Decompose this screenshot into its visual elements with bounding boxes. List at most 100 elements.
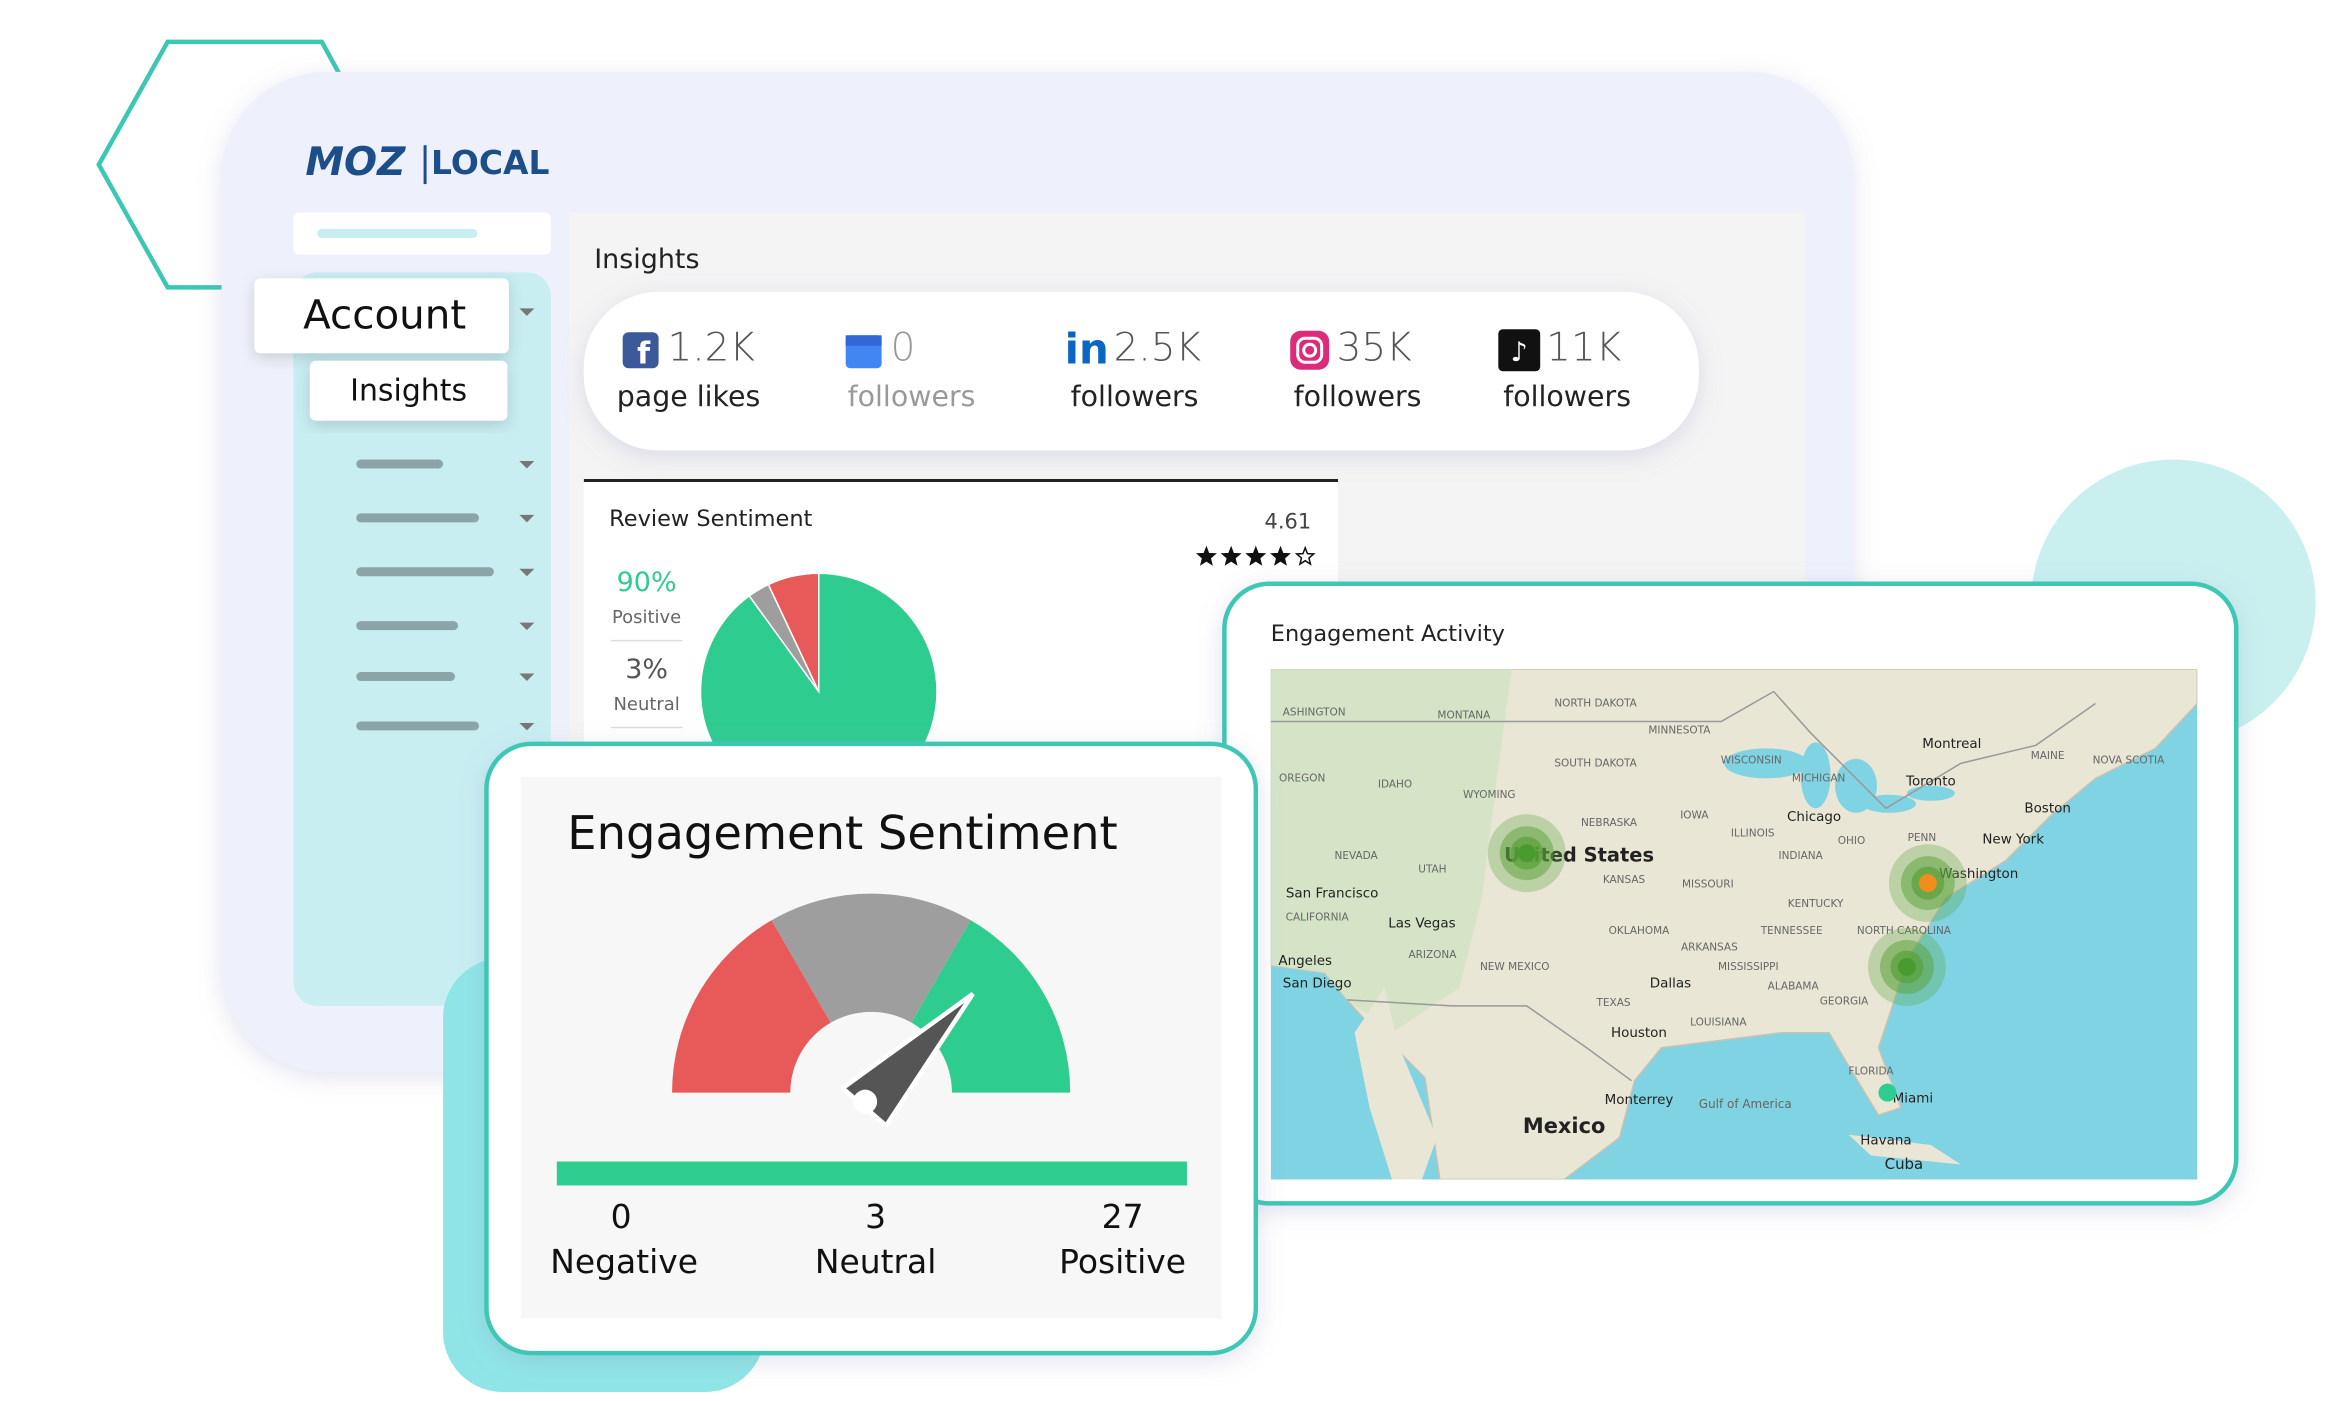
nav-placeholder: [356, 721, 479, 731]
instagram-lens: [1296, 336, 1324, 364]
stat-icon: f: [622, 332, 659, 371]
rating: 4.61: [1265, 509, 1312, 533]
nav-placeholder: [356, 621, 459, 631]
map-label: ASHINGTON: [1283, 706, 1346, 718]
map-label: OHIO: [1838, 835, 1865, 847]
map-label: New York: [1982, 832, 2044, 848]
map-label: ARIZONA: [1408, 949, 1457, 961]
insights-label: Insights: [350, 374, 467, 409]
map-label: NOVA SCOTIA: [2093, 754, 2166, 766]
map-label: ILLINOIS: [1731, 828, 1775, 840]
map-label: Gulf of America: [1699, 1097, 1792, 1111]
insights-button: [309, 360, 508, 421]
stat-value: 1.2K: [668, 326, 756, 371]
map-label: NORTH CAROLINA: [1857, 925, 1952, 937]
stat-value: 35K: [1337, 326, 1413, 371]
stat-label: followers: [1503, 380, 1631, 413]
caret: [519, 461, 535, 469]
mexico-coast: [1354, 987, 1437, 1180]
legend-value: 90%: [617, 567, 677, 598]
map-label: WYOMING: [1463, 789, 1515, 801]
map-label: FLORIDA: [1848, 1066, 1894, 1078]
map-label: NORTH DAKOTA: [1554, 697, 1637, 709]
logo: MOZ: [305, 140, 406, 185]
nav-placeholder: [356, 567, 494, 577]
map-label: IDAHO: [1378, 778, 1412, 790]
star: [1270, 545, 1291, 566]
google-icon-top: [845, 335, 882, 346]
nav-placeholder: [356, 672, 456, 682]
map-label: Angeles: [1278, 953, 1332, 969]
map-label: GEORGIA: [1820, 995, 1869, 1007]
count-label: Negative: [550, 1242, 698, 1281]
stat-icon: ♪: [1498, 329, 1541, 372]
stat-icon: [1290, 330, 1330, 370]
border: [1270, 690, 2096, 810]
stat-icon: in: [1065, 324, 1109, 373]
map-label: Mexico: [1523, 1114, 1606, 1138]
map-label: Cuba: [1885, 1155, 1924, 1173]
sentiment-bar: [556, 1161, 1187, 1186]
map-label: Houston: [1611, 1025, 1667, 1041]
map-label: KANSAS: [1603, 874, 1646, 886]
map-label: Havana: [1860, 1133, 1911, 1149]
caret: [519, 673, 535, 682]
hotspot-core: [1918, 874, 1937, 893]
map-label: OREGON: [1279, 772, 1325, 784]
hotspot-core: [1878, 1083, 1897, 1102]
map-label: Miami: [1893, 1091, 1933, 1107]
nav-placeholder: [356, 459, 444, 469]
map-label: MICHIGAN: [1792, 772, 1846, 784]
stat-label: followers: [1071, 380, 1199, 413]
land-green: [1270, 669, 1512, 1033]
border: [1347, 999, 1632, 1082]
icon-glyph: ♪: [1511, 337, 1528, 368]
caret: [519, 308, 535, 316]
map-label: UTAH: [1418, 864, 1446, 876]
stat-label: followers: [1294, 380, 1422, 413]
map-label: NEBRASKA: [1581, 817, 1638, 829]
card-title: Engagement Activity: [1271, 621, 1505, 647]
map-label: MAINE: [2031, 750, 2065, 762]
hotspot-core: [1517, 844, 1536, 863]
stat-value: 2.5K: [1114, 326, 1202, 371]
map-label: ARKANSAS: [1681, 941, 1738, 953]
map-label: ALABAMA: [1768, 980, 1820, 992]
account-label: Account: [303, 290, 466, 338]
caret: [519, 514, 535, 523]
map-label: Monterrey: [1605, 1092, 1674, 1108]
count-label: Neutral: [815, 1242, 936, 1281]
map-label: Dallas: [1650, 975, 1691, 991]
legend-value: 3%: [625, 654, 668, 685]
stat-label: page likes: [617, 380, 761, 413]
stat-label: followers: [848, 380, 976, 413]
lake: [1906, 785, 1955, 801]
card-inner: [520, 776, 1222, 1319]
count-label: Positive: [1059, 1242, 1186, 1281]
map-label: Montreal: [1922, 736, 1981, 752]
caret: [519, 622, 535, 631]
facebook-icon: [622, 332, 659, 369]
map-label: Toronto: [1905, 773, 1956, 789]
icon-glyph: f: [637, 336, 651, 371]
linkedin-icon: in: [1065, 324, 1109, 373]
map-label: LOUISIANA: [1690, 1016, 1747, 1028]
needle-hub: [853, 1089, 878, 1114]
count-value: 0: [611, 1197, 632, 1236]
nav-placeholder: [356, 513, 479, 523]
instagram-icon: [1290, 330, 1330, 370]
cuba: [1848, 1134, 1961, 1165]
map-label: San Diego: [1283, 975, 1352, 991]
map: ASHINGTON MONTANA NORTH DAKOTA MINNESOTA ORE…: [1270, 669, 2198, 1180]
star: [1195, 545, 1217, 566]
map-label: CALIFORNIA: [1286, 912, 1350, 924]
map-label: NEVADA: [1335, 850, 1379, 862]
map-label: PENN: [1908, 832, 1937, 844]
search-placeholder: [317, 229, 478, 238]
map-label: Chicago: [1787, 809, 1841, 825]
count-value: 27: [1102, 1197, 1144, 1236]
star: [1294, 545, 1316, 566]
review-sentiment-card: Review Sentiment 4.61 90% Positive 3% Neutral: [583, 478, 1339, 749]
